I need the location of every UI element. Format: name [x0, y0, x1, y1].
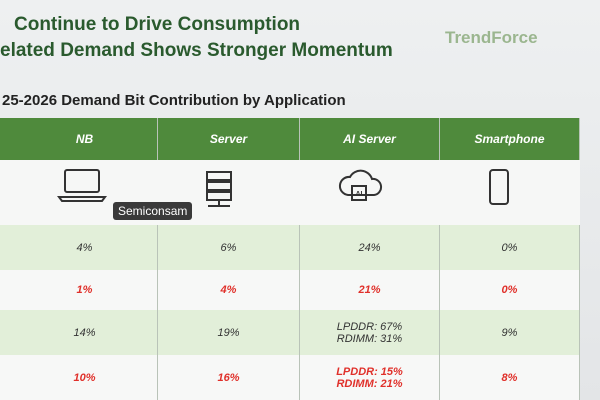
table-cell: 16%: [158, 355, 300, 400]
table-cell: 1%: [12, 270, 158, 310]
cell-text: 8%: [501, 371, 518, 384]
watermark: Semiconsam: [113, 202, 193, 220]
cell-text: 14%: [73, 326, 96, 339]
column-header: Server: [158, 118, 300, 160]
table-cell: 8%: [440, 355, 580, 400]
cell-text: 19%: [217, 326, 240, 339]
cell-text: NB: [75, 132, 94, 146]
icon-label: AI: [356, 191, 363, 198]
cell-text: RDIMM: 21%: [336, 377, 403, 390]
row-band: [0, 310, 580, 355]
row-band: [0, 270, 580, 310]
cell-text: 4%: [220, 284, 237, 296]
cell-text: RDIMM: 31%: [336, 332, 403, 345]
cell-text: 6%: [220, 241, 237, 254]
title-line: elated Demand Shows Stronger Momentum: [0, 40, 393, 61]
cell-text: LPDDR: 67%: [336, 320, 403, 333]
column-header: Smartphone: [440, 118, 580, 160]
table-cell: 19%: [158, 310, 300, 355]
cell-text: LPDDR: 15%: [336, 365, 403, 378]
cell-text: Smartphone: [474, 132, 545, 146]
table-cell: 24%: [300, 225, 440, 270]
cell-text: 1%: [76, 284, 93, 296]
subtitle: 25-2026 Demand Bit Contribution by Appli…: [2, 92, 346, 109]
table-cell: 14%: [12, 310, 158, 355]
table-cell: 0%: [440, 225, 580, 270]
table-cell: LPDDR: 67% RDIMM: 31%: [300, 310, 440, 355]
header-band: [0, 118, 580, 160]
row-band: [0, 225, 580, 270]
table-cell: 4%: [158, 270, 300, 310]
table-cell: 10%: [12, 355, 158, 400]
row-band: [0, 355, 580, 400]
cell-text: AI Server: [343, 132, 396, 146]
table-cell: 4%: [12, 225, 158, 270]
cell-text: Server: [209, 132, 248, 146]
logo: TrendForce: [445, 28, 538, 47]
cell-text: 0%: [501, 241, 518, 254]
cell-text: 21%: [358, 284, 381, 296]
cell-text: 10%: [73, 371, 96, 384]
table-cell: 0%: [440, 270, 580, 310]
cell-text: 16%: [217, 371, 240, 384]
table-cell: 6%: [158, 225, 300, 270]
column-header: NB: [12, 118, 158, 160]
cell-text: 24%: [358, 241, 381, 254]
table-cell: 21%: [300, 270, 440, 310]
title-line: Continue to Drive Consumption: [14, 14, 301, 35]
cell-text: 4%: [76, 241, 93, 254]
column-header: AI Server: [300, 118, 440, 160]
table-cell: LPDDR: 15% RDIMM: 21%: [300, 355, 440, 400]
cell-text: 0%: [501, 284, 518, 296]
table-cell: 9%: [440, 310, 580, 355]
cell-text: 9%: [501, 326, 518, 339]
